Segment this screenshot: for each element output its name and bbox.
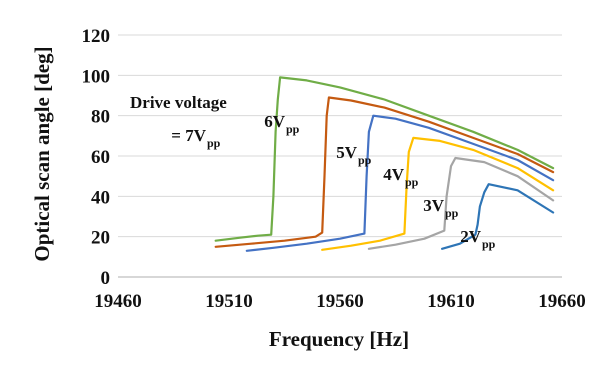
annotation-2v-subscript: pp [482, 237, 496, 251]
x-tick-label-19610: 19610 [427, 291, 475, 312]
x-tick-label-19660: 19660 [538, 291, 586, 312]
annotation-4v-subscript: pp [405, 175, 419, 189]
y-tick-label-40: 40 [91, 187, 110, 208]
annotation-drive-voltage-line2: = 7V [171, 126, 206, 145]
y-tick-label-80: 80 [91, 107, 110, 128]
annotation-6v-main: 6V [264, 112, 286, 131]
y-axis-title: Optical scan angle [deg] [30, 46, 54, 261]
annotation-4v: 4V pp [383, 165, 418, 189]
series-line-6vpp [214, 96, 555, 248]
annotation-3v: 3V pp [423, 196, 458, 220]
y-tick-label-0: 0 [101, 268, 111, 289]
annotation-5v-main: 5V [336, 143, 358, 162]
series-line-2vpp [441, 183, 555, 250]
x-tick-label-19460: 19460 [94, 291, 142, 312]
annotation-6v-subscript: pp [286, 122, 300, 136]
x-tick-label-19560: 19560 [316, 291, 364, 312]
series-line-7vpp [214, 76, 555, 242]
annotation-drive-voltage-line1: Drive voltage [130, 93, 227, 112]
gridlines [118, 34, 562, 238]
x-tick-label-19510: 19510 [205, 291, 253, 312]
annotation-2v-main: 2V [460, 227, 482, 246]
series-line-3vpp [367, 156, 555, 250]
x-axis-title: Frequency [Hz] [269, 327, 409, 351]
tick-labels: 0 20 40 60 80 100 120 19460 19510 19560 19610 19660 [82, 26, 586, 312]
series-line-4vpp [321, 136, 555, 251]
annotation-drive-voltage: Drive voltage = 7V pp [130, 93, 227, 150]
annotation-4v-main: 4V [383, 165, 405, 184]
series-line-5vpp [245, 114, 555, 252]
annotation-drive-voltage-subscript: pp [207, 136, 221, 150]
y-tick-label-60: 60 [91, 147, 110, 168]
series-lines [214, 76, 555, 252]
y-tick-label-100: 100 [82, 66, 111, 87]
annotation-3v-main: 3V [423, 196, 445, 215]
y-tick-label-20: 20 [91, 228, 110, 249]
annotation-5v-subscript: pp [358, 153, 372, 167]
annotation-2v: 2V pp [460, 227, 495, 251]
annotation-5v: 5V pp [336, 143, 371, 167]
annotation-6v: 6V pp [264, 112, 299, 136]
y-tick-label-120: 120 [82, 26, 111, 47]
annotation-3v-subscript: pp [445, 206, 459, 220]
